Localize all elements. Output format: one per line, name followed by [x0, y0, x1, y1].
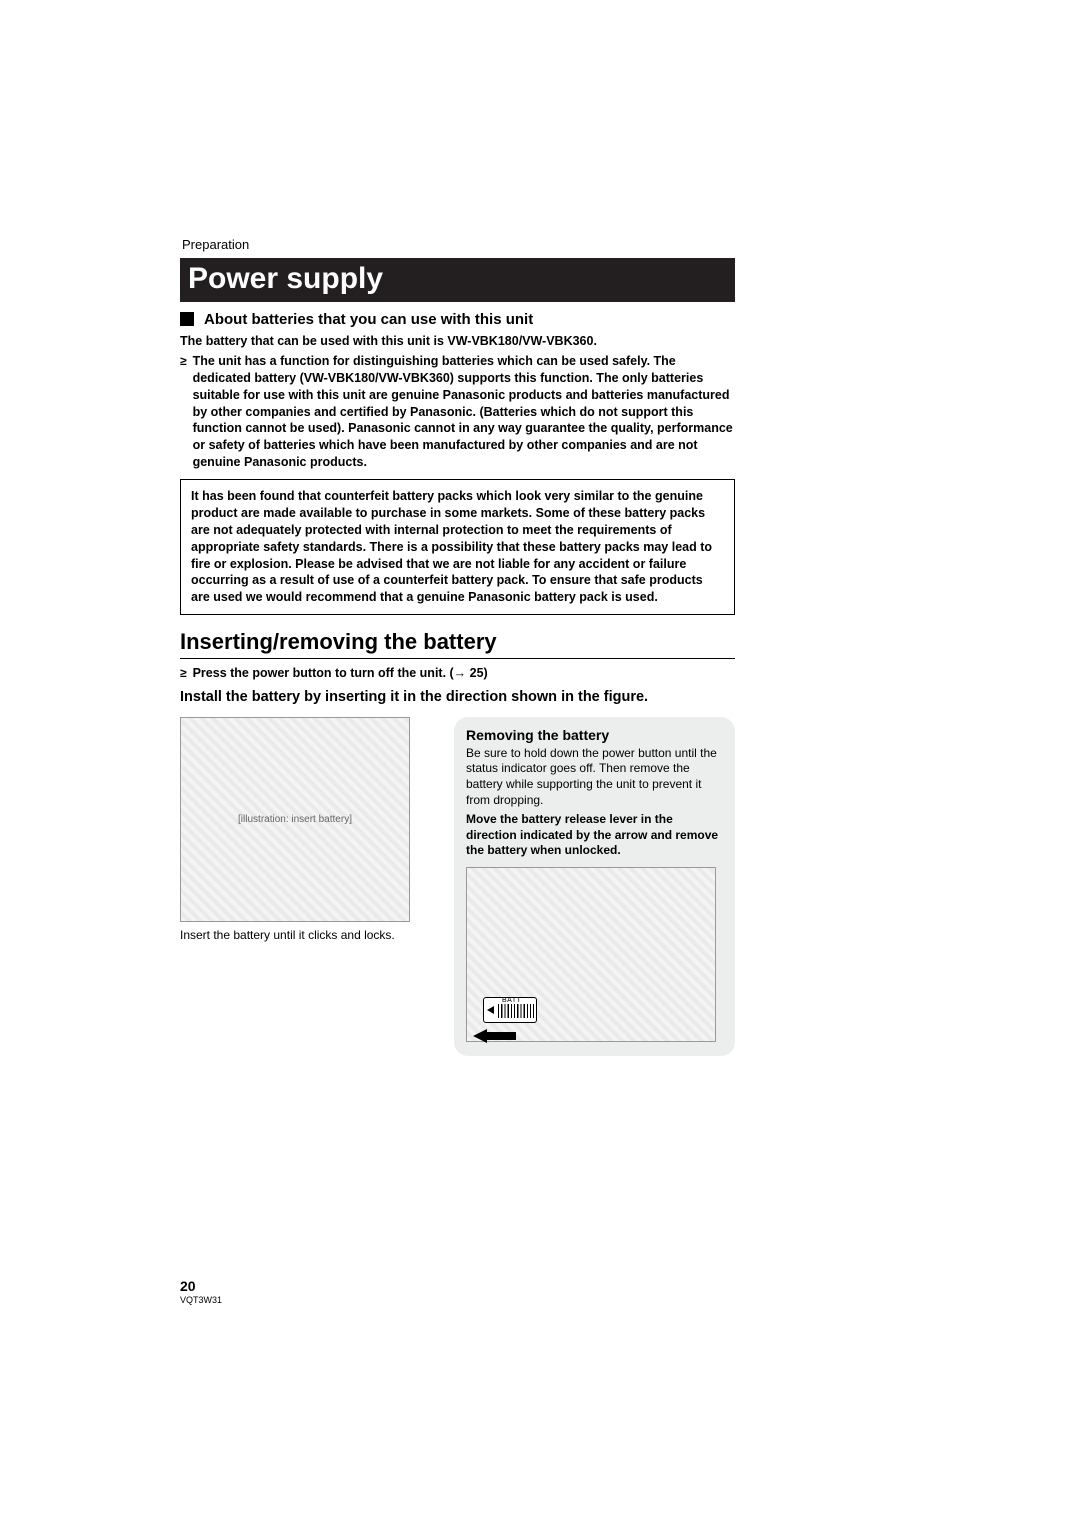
power-off-bullet: ≥ Press the power button to turn off the… — [180, 665, 735, 682]
manual-page: Preparation Power supply About batteries… — [180, 235, 735, 1056]
bullet-dot-icon: ≥ — [180, 665, 187, 682]
removing-heading: Removing the battery — [466, 727, 723, 743]
bullet-dot-icon: ≥ — [180, 353, 187, 471]
about-heading-row: About batteries that you can use with th… — [180, 310, 735, 328]
removing-callout: Removing the battery Be sure to hold dow… — [454, 717, 735, 1056]
removing-body: Be sure to hold down the power button un… — [466, 746, 723, 808]
battery-model-line: The battery that can be used with this u… — [180, 333, 735, 350]
about-bullet-row: ≥ The unit has a function for distinguis… — [180, 353, 735, 471]
counterfeit-warning-box: It has been found that counterfeit batte… — [180, 479, 735, 615]
about-heading: About batteries that you can use with th… — [204, 311, 533, 328]
page-number: 20 — [180, 1278, 222, 1294]
remove-battery-figure: BATT — [466, 867, 716, 1042]
power-off-text: Press the power button to turn off the u… — [193, 665, 735, 682]
batt-label: BATT — [502, 997, 521, 1004]
about-bullet-text: The unit has a function for distinguishi… — [193, 353, 735, 471]
install-instruction: Install the battery by inserting it in t… — [180, 688, 735, 707]
document-code: VQT3W31 — [180, 1295, 222, 1305]
arrow-left-icon — [473, 1029, 519, 1043]
page-footer: 20 VQT3W31 — [180, 1278, 222, 1305]
batt-release-lever: BATT — [483, 997, 537, 1023]
inserting-heading: Inserting/removing the battery — [180, 629, 735, 659]
removing-body-bold: Move the battery release lever in the di… — [466, 812, 723, 859]
left-column: [illustration: insert battery] Insert th… — [180, 717, 440, 944]
figure-alt: [illustration: insert battery] — [238, 814, 352, 825]
warning-text: It has been found that counterfeit batte… — [191, 488, 724, 606]
lever-grip-icon — [498, 1004, 534, 1018]
chapter-label: Preparation — [180, 235, 735, 256]
insert-battery-figure: [illustration: insert battery] — [180, 717, 410, 922]
triangle-left-icon — [487, 1006, 494, 1014]
square-bullet-icon — [180, 312, 194, 326]
insert-caption: Insert the battery until it clicks and l… — [180, 928, 440, 944]
figure-columns: [illustration: insert battery] Insert th… — [180, 717, 735, 1056]
title-bar: Power supply — [180, 258, 735, 302]
